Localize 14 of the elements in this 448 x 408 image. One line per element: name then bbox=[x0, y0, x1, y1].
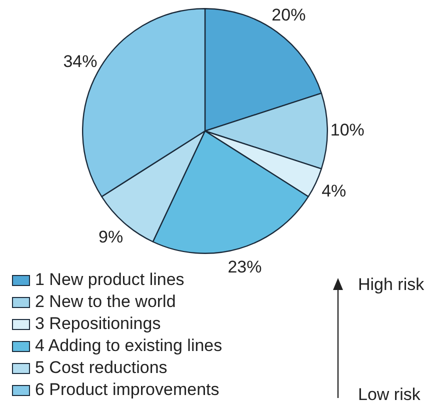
legend-label: 1 New product lines bbox=[35, 270, 184, 290]
data-label: 4% bbox=[322, 181, 346, 200]
legend-label: 2 New to the world bbox=[35, 292, 176, 312]
legend-label: 3 Repositionings bbox=[35, 314, 161, 334]
data-label: 34% bbox=[63, 52, 98, 72]
data-label: 10% bbox=[330, 120, 364, 140]
text: Low risk bbox=[358, 385, 420, 405]
data-label: 20% bbox=[272, 5, 306, 24]
data-label: 23% bbox=[228, 257, 262, 276]
legend-label: 5 Cost reductions bbox=[35, 358, 168, 378]
text: High risk bbox=[358, 275, 424, 295]
data-label: 9% bbox=[98, 228, 124, 247]
legend-label: 6 Product improvements bbox=[35, 380, 220, 400]
legend-label: 4 Adding to existing lines bbox=[35, 336, 222, 356]
